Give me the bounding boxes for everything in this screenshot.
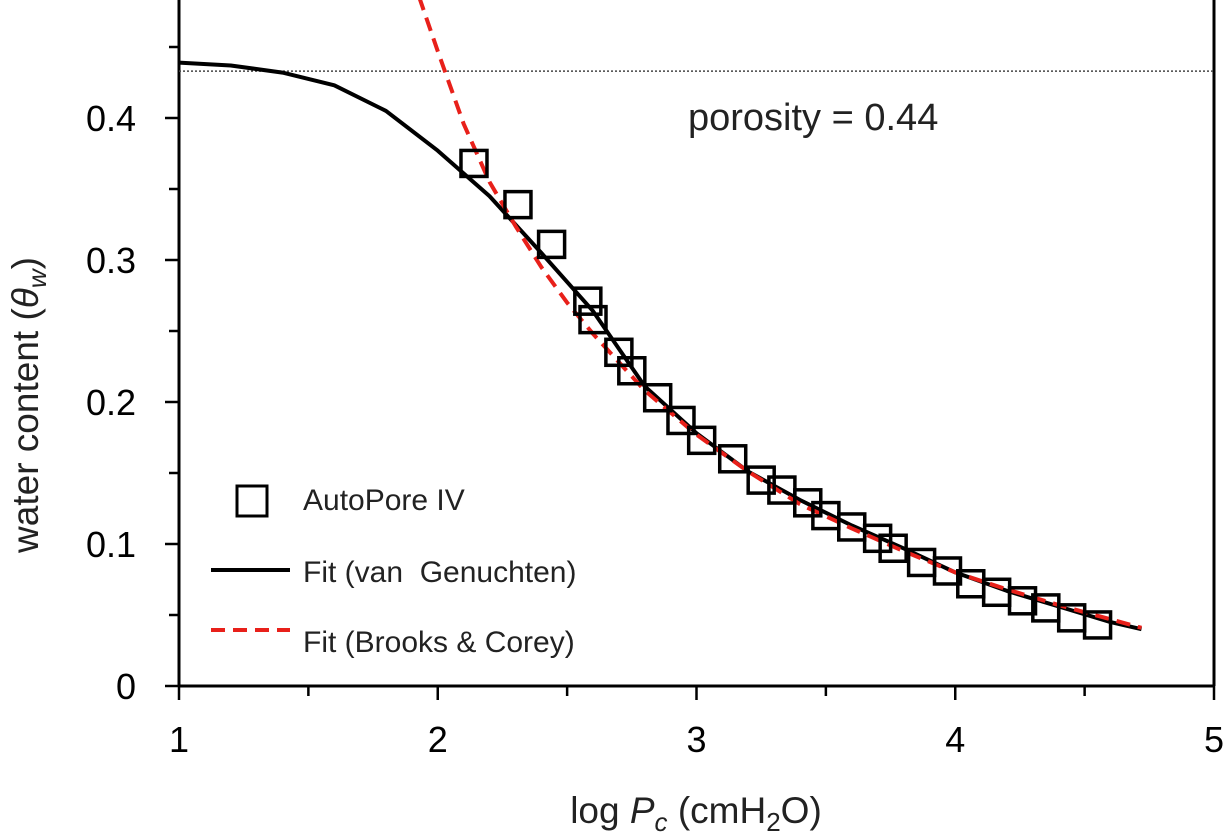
data-point-square: [717, 444, 748, 474]
data-point-square: [459, 148, 489, 179]
data-point-square: [536, 229, 567, 260]
x-tick-label: 5: [1204, 719, 1224, 760]
y-tick-label: 0.2: [86, 382, 136, 423]
data-point-square: [746, 465, 776, 495]
data-point-square: [642, 382, 673, 413]
lines-layer: [179, 0, 1143, 632]
data-point-square: [666, 405, 696, 436]
ticks-layer: 1 2 3 4 5 0 0.1 0.2 0.3 0.4: [86, 45, 1224, 760]
markers-layer: [459, 148, 1113, 640]
data-point-square: [578, 304, 608, 335]
y-tick-label: 0.3: [86, 240, 136, 281]
legend-label-brooks-corey: Fit (Brooks & Corey): [303, 626, 575, 659]
data-point-square: [878, 533, 908, 564]
x-tick-label: 1: [169, 719, 189, 760]
y-tick-label: 0.4: [86, 98, 136, 139]
data-point-square: [1082, 610, 1113, 640]
legend: AutoPore IV Fit (van Genuchten) Fit (Bro…: [211, 484, 576, 659]
y-axis-title: water content (θw): [5, 257, 52, 554]
y-tick-label: 0: [116, 666, 136, 707]
data-point-square: [1007, 586, 1038, 616]
legend-marker-square: [235, 484, 269, 518]
legend-label-autopore: AutoPore IV: [303, 484, 465, 517]
porosity-annotation: porosity = 0.44: [688, 97, 938, 139]
y-tick-label: 0.1: [86, 524, 136, 565]
x-tick-label: 4: [945, 719, 965, 760]
legend-label-van-genuchten: Fit (van Genuchten): [303, 556, 576, 589]
data-point-square: [573, 286, 603, 316]
x-tick-label: 2: [428, 719, 448, 760]
data-point-square: [862, 523, 893, 554]
brooks-corey-fit-line: [418, 0, 1143, 630]
data-point-square: [617, 356, 647, 386]
van-genuchten-fit-line: [179, 60, 1142, 632]
x-tick-label: 3: [686, 719, 706, 760]
data-point-square: [503, 189, 533, 220]
x-axis-title: log Pc (cmH2O): [570, 790, 822, 832]
data-point-square: [686, 425, 717, 456]
